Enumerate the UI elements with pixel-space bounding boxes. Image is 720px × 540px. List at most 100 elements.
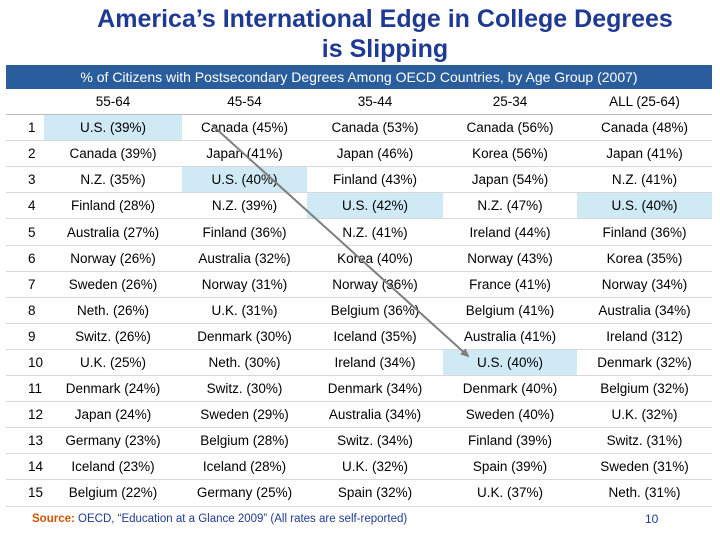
title-line-2: is Slipping (321, 35, 449, 63)
table-subtitle-banner: % of Citizens with Postsecondary Degrees… (6, 65, 712, 89)
country-cell: Canada (56%) (443, 114, 577, 142)
table-row: 12 Japan (24%) Sweden (29%) Australia (34%)… (6, 401, 712, 429)
rank-cell: 7 (6, 271, 44, 298)
age-group-header: 45-54 (182, 89, 307, 116)
country-cell: Finland (39%) (443, 427, 577, 455)
table-body: 1 U.S. (39%) Canada (45%) Canada (53%) Canad… (6, 114, 712, 507)
country-cell: Canada (45%) (182, 114, 307, 142)
country-cell: Switz. (26%) (44, 323, 182, 350)
degree-ranking-table: 55-64 45-54 35-44 25-34 ALL (25-64) 1 U.S. (3… (6, 89, 712, 507)
rank-cell: 5 (6, 218, 44, 246)
table-row: 15 Belgium (22%) Germany (25%) Spain (32%) U… (6, 479, 712, 507)
age-group-header: ALL (25-64) (577, 89, 712, 116)
table-row: 5 Australia (27%) Finland (36%) N.Z. (41%) I… (6, 218, 712, 246)
table-row: 13 Germany (23%) Belgium (28%) Switz. (34%)… (6, 427, 712, 455)
country-cell: Belgium (22%) (44, 479, 182, 507)
country-cell: Neth. (30%) (182, 349, 307, 377)
country-cell: Spain (32%) (307, 479, 443, 507)
rank-cell: 4 (6, 192, 44, 220)
source-text: OECD, “Education at a Glance 2009” (All … (74, 513, 408, 525)
rank-cell: 2 (6, 140, 44, 168)
country-cell: N.Z. (39%) (182, 192, 307, 220)
country-cell: U.K. (37%) (443, 479, 577, 507)
country-cell: Japan (24%) (44, 401, 182, 429)
table-row: 6 Norway (26%) Australia (32%) Korea (40%) N… (6, 245, 712, 272)
country-cell: Finland (28%) (44, 192, 182, 220)
country-cell: Korea (35%) (577, 245, 712, 272)
table-row: 10 U.K. (25%) Neth. (30%) Ireland (34%) U.S.… (6, 349, 712, 377)
rank-cell: 15 (6, 479, 44, 507)
table-row: 2 Canada (39%) Japan (41%) Japan (46%) Korea… (6, 140, 712, 168)
country-cell: Korea (56%) (443, 140, 577, 168)
rank-cell: 11 (6, 375, 44, 403)
country-cell: Denmark (24%) (44, 375, 182, 403)
country-cell: Australia (32%) (182, 245, 307, 272)
table-row: 7 Sweden (26%) Norway (31%) Norway (36%) Fra… (6, 271, 712, 298)
country-cell: Denmark (34%) (307, 375, 443, 403)
country-cell: Switz. (30%) (182, 375, 307, 403)
country-cell: N.Z. (41%) (577, 166, 712, 194)
country-cell: Neth. (31%) (577, 479, 712, 507)
country-cell: U.S. (40%) (577, 192, 712, 220)
country-cell: Canada (39%) (44, 140, 182, 168)
country-cell: France (41%) (443, 271, 577, 298)
table-row: 4 Finland (28%) N.Z. (39%) U.S. (42%) N.Z. (… (6, 192, 712, 220)
country-cell: Australia (34%) (307, 401, 443, 429)
country-cell: U.S. (42%) (307, 192, 443, 220)
rank-cell: 10 (6, 349, 44, 377)
table-header-row: 55-64 45-54 35-44 25-34 ALL (25-64) (6, 89, 712, 116)
country-cell: Germany (25%) (182, 479, 307, 507)
country-cell: Neth. (26%) (44, 297, 182, 324)
country-cell: Germany (23%) (44, 427, 182, 455)
country-cell: Korea (40%) (307, 245, 443, 272)
country-cell: Sweden (31%) (577, 453, 712, 481)
country-cell: N.Z. (47%) (443, 192, 577, 220)
country-cell: Denmark (40%) (443, 375, 577, 403)
rank-cell: 9 (6, 323, 44, 350)
country-cell: Switz. (34%) (307, 427, 443, 455)
country-cell: U.K. (32%) (577, 401, 712, 429)
country-cell: Canada (48%) (577, 114, 712, 142)
country-cell: Canada (53%) (307, 114, 443, 142)
country-cell: Norway (31%) (182, 271, 307, 298)
country-cell: U.S. (39%) (44, 114, 182, 142)
table-row: 14 Iceland (23%) Iceland (28%) U.K. (32%) Sp… (6, 453, 712, 481)
page-title: America’s International Edge in College … (40, 4, 720, 64)
rank-cell: 6 (6, 245, 44, 272)
country-cell: U.S. (40%) (182, 166, 307, 194)
table-row: 1 U.S. (39%) Canada (45%) Canada (53%) Canad… (6, 114, 712, 142)
age-group-header: 35-44 (307, 89, 443, 116)
country-cell: Japan (41%) (182, 140, 307, 168)
country-cell: Japan (54%) (443, 166, 577, 194)
country-cell: Finland (36%) (577, 218, 712, 246)
source-label: Source: (32, 513, 75, 525)
source-note: Source: OECD, “Education at a Glance 200… (32, 513, 407, 525)
page-number: 10 (645, 512, 659, 526)
country-cell: Norway (34%) (577, 271, 712, 298)
table-row: 9 Switz. (26%) Denmark (30%) Iceland (35%) A… (6, 323, 712, 350)
country-cell: U.K. (25%) (44, 349, 182, 377)
rank-cell: 13 (6, 427, 44, 455)
country-cell: Denmark (30%) (182, 323, 307, 350)
country-cell: Finland (36%) (182, 218, 307, 246)
country-cell: Belgium (36%) (307, 297, 443, 324)
country-cell: U.S. (40%) (443, 349, 577, 377)
country-cell: Norway (26%) (44, 245, 182, 272)
country-cell: Australia (27%) (44, 218, 182, 246)
country-cell: U.K. (32%) (307, 453, 443, 481)
rank-header (6, 89, 44, 116)
country-cell: Norway (43%) (443, 245, 577, 272)
country-cell: Iceland (28%) (182, 453, 307, 481)
country-cell: Ireland (34%) (307, 349, 443, 377)
country-cell: Japan (41%) (577, 140, 712, 168)
country-cell: U.K. (31%) (182, 297, 307, 324)
age-group-header: 25-34 (443, 89, 577, 116)
country-cell: Ireland (312) (577, 323, 712, 350)
country-cell: Iceland (23%) (44, 453, 182, 481)
country-cell: Sweden (40%) (443, 401, 577, 429)
country-cell: Australia (41%) (443, 323, 577, 350)
country-cell: N.Z. (41%) (307, 218, 443, 246)
table-row: 8 Neth. (26%) U.K. (31%) Belgium (36%) Belgi… (6, 297, 712, 324)
country-cell: Belgium (41%) (443, 297, 577, 324)
table-row: 11 Denmark (24%) Switz. (30%) Denmark (34%)… (6, 375, 712, 403)
